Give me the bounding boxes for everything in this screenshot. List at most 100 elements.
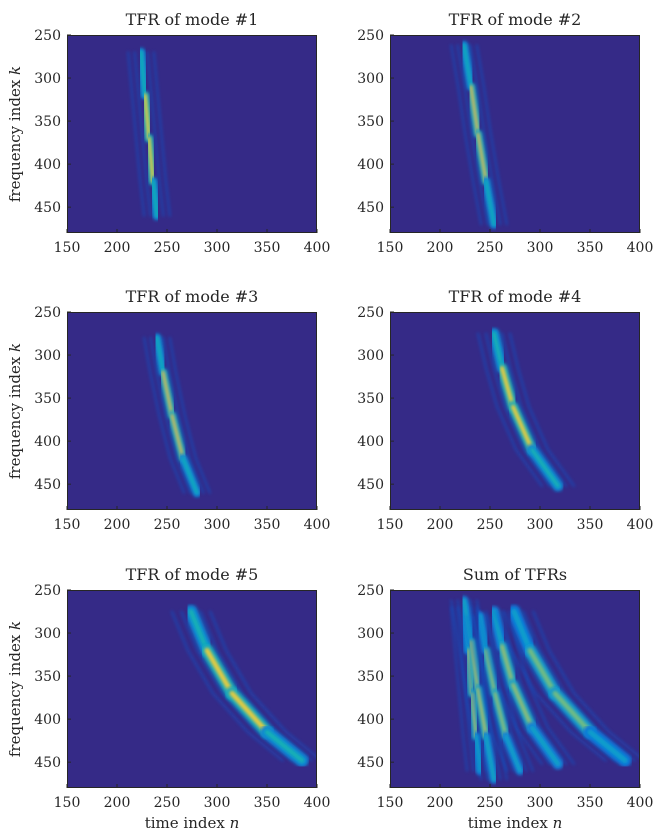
ridge-core bbox=[587, 729, 628, 764]
panel-title: TFR of mode #3 bbox=[126, 287, 259, 306]
panel-title: TFR of mode #2 bbox=[449, 10, 582, 29]
ridge-echo bbox=[472, 614, 515, 772]
y-axis-label: frequency index k bbox=[6, 621, 24, 757]
panel-title: Sum of TFRs bbox=[463, 565, 567, 584]
ridge-core bbox=[476, 687, 488, 739]
y-tick-label: 450 bbox=[357, 200, 384, 216]
panel-3: TFR of mode #3 150 200 250 300 350 400 250 300 35… bbox=[6, 287, 330, 533]
ridge-echo bbox=[485, 332, 551, 487]
ridge-echo bbox=[450, 44, 483, 226]
ridge-core bbox=[511, 608, 533, 653]
axes-box bbox=[67, 590, 317, 788]
plot-area bbox=[67, 35, 317, 233]
ridge-group bbox=[477, 328, 575, 492]
axes-box bbox=[390, 35, 640, 233]
x-tick-label: 400 bbox=[304, 517, 331, 533]
y-tick-label: 450 bbox=[357, 755, 384, 771]
x-tick-label: 300 bbox=[527, 795, 554, 811]
ridge-core bbox=[161, 370, 174, 418]
ridge-core bbox=[552, 690, 593, 735]
y-tick-label: 350 bbox=[34, 114, 61, 130]
ridge-echo bbox=[475, 44, 508, 226]
ridge-echo bbox=[146, 51, 165, 217]
ridge-core bbox=[510, 682, 535, 730]
ridge-core bbox=[462, 43, 473, 89]
ridge-echo bbox=[127, 51, 146, 217]
ridge-core bbox=[484, 648, 497, 696]
ridge-core bbox=[204, 647, 235, 696]
x-tick-label: 400 bbox=[627, 240, 653, 256]
ridge-core bbox=[484, 179, 496, 227]
axes-box bbox=[67, 312, 317, 510]
y-tick-label: 400 bbox=[357, 157, 384, 173]
ridge-core bbox=[469, 84, 480, 136]
x-tick-label: 250 bbox=[477, 795, 504, 811]
y-tick-label: 350 bbox=[357, 391, 384, 407]
x-axis-label: time index n bbox=[468, 814, 563, 832]
x-tick-label: 150 bbox=[54, 795, 81, 811]
ridge-core bbox=[170, 413, 185, 461]
x-tick-label: 200 bbox=[104, 517, 131, 533]
ridge-echo bbox=[509, 332, 575, 487]
ridge-core bbox=[491, 609, 505, 649]
y-tick-label: 300 bbox=[357, 626, 384, 642]
ridge-core bbox=[510, 404, 535, 452]
ridge-core bbox=[476, 132, 488, 184]
ridge-echo bbox=[170, 610, 284, 762]
x-tick-label: 300 bbox=[204, 517, 231, 533]
x-tick-label: 150 bbox=[54, 517, 81, 533]
panel-title: TFR of mode #4 bbox=[449, 287, 582, 306]
axes-box bbox=[67, 35, 317, 233]
y-tick-label: 400 bbox=[34, 434, 61, 450]
ridge-echo bbox=[149, 336, 192, 494]
panel-6: Sum of TFRs 150 200 250 300 350 400 250 300 350 40… bbox=[357, 565, 653, 832]
x-tick-label: 400 bbox=[304, 240, 331, 256]
y-tick-label: 450 bbox=[357, 477, 384, 493]
y-tick-label: 400 bbox=[34, 157, 61, 173]
ridge-echo bbox=[501, 332, 567, 487]
x-tick-label: 200 bbox=[104, 795, 131, 811]
y-tick-label: 250 bbox=[357, 583, 384, 599]
ridge-echo bbox=[168, 336, 211, 494]
ridge-core bbox=[155, 336, 165, 375]
y-tick-label: 450 bbox=[34, 755, 61, 771]
x-tick-label: 200 bbox=[104, 240, 131, 256]
x-tick-label: 300 bbox=[204, 795, 231, 811]
ridge-echo bbox=[162, 336, 205, 494]
ridge-echo bbox=[501, 610, 567, 765]
y-tick-label: 300 bbox=[357, 348, 384, 364]
ridge-group bbox=[127, 47, 171, 221]
x-tick-label: 300 bbox=[527, 517, 554, 533]
ridge-core bbox=[264, 729, 305, 764]
x-tick-label: 350 bbox=[577, 240, 604, 256]
ridge-core bbox=[499, 643, 516, 687]
ridge-echo bbox=[509, 610, 575, 765]
ridge-core bbox=[527, 647, 558, 696]
y-tick-label: 300 bbox=[34, 71, 61, 87]
y-tick-label: 250 bbox=[357, 305, 384, 321]
x-tick-label: 150 bbox=[377, 517, 404, 533]
ridge-core bbox=[484, 734, 496, 782]
y-tick-label: 400 bbox=[34, 712, 61, 728]
y-tick-label: 250 bbox=[34, 305, 61, 321]
x-tick-label: 350 bbox=[254, 240, 281, 256]
axes-box bbox=[390, 312, 640, 510]
y-tick-label: 450 bbox=[34, 200, 61, 216]
ridge-echo bbox=[450, 599, 483, 781]
x-tick-label: 150 bbox=[377, 240, 404, 256]
x-tick-label: 400 bbox=[627, 517, 653, 533]
ridge-core bbox=[529, 725, 561, 767]
ridge-core bbox=[504, 734, 522, 773]
panel-1: TFR of mode #1 150 200 250 300 350 400 250 300 35… bbox=[6, 10, 330, 256]
ridge-echo bbox=[133, 51, 152, 217]
x-tick-label: 200 bbox=[427, 240, 454, 256]
y-tick-label: 250 bbox=[34, 583, 61, 599]
ridge-echo bbox=[532, 610, 640, 759]
panel-4: TFR of mode #4 150 200 250 300 350 400 250 300 35… bbox=[357, 287, 653, 533]
y-tick-label: 400 bbox=[357, 712, 384, 728]
x-tick-label: 300 bbox=[204, 240, 231, 256]
x-tick-label: 250 bbox=[477, 240, 504, 256]
x-tick-label: 250 bbox=[154, 240, 181, 256]
x-tick-label: 400 bbox=[627, 795, 653, 811]
panel-title: TFR of mode #5 bbox=[126, 565, 259, 584]
